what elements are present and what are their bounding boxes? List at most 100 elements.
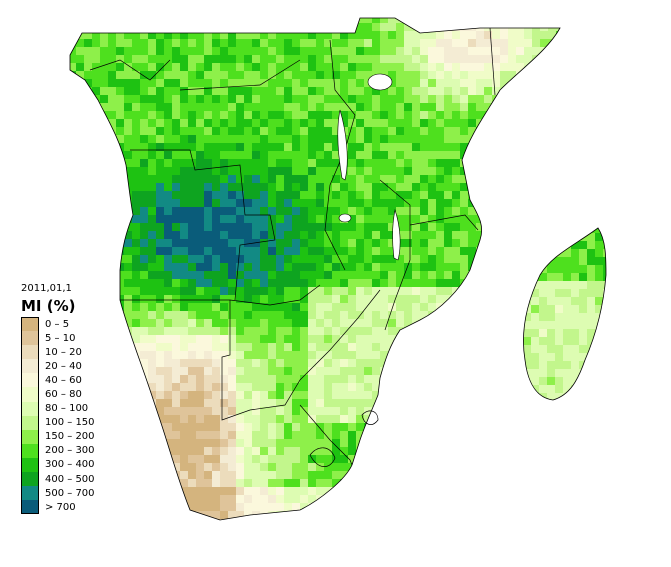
raster-cell [595, 241, 604, 250]
raster-cell [140, 263, 149, 272]
raster-cell [308, 127, 317, 136]
raster-cell [468, 471, 477, 480]
raster-cell [340, 311, 349, 320]
raster-cell [396, 255, 405, 264]
raster-cell [84, 183, 93, 192]
raster-cell [308, 247, 317, 256]
raster-cell [260, 407, 269, 416]
raster-cell [76, 199, 85, 208]
raster-cell [372, 47, 381, 56]
raster-cell [531, 337, 540, 346]
raster-cell [563, 265, 572, 274]
raster-cell [332, 511, 341, 520]
raster-cell [380, 471, 389, 480]
raster-cell [404, 39, 413, 48]
raster-cell [148, 23, 157, 32]
raster-cell [564, 111, 573, 120]
raster-cell [204, 223, 213, 232]
raster-cell [148, 87, 157, 96]
raster-cell [100, 87, 109, 96]
raster-cell [364, 439, 373, 448]
raster-cell [324, 255, 333, 264]
raster-cell [108, 39, 117, 48]
raster-cell [84, 47, 93, 56]
raster-cell [452, 47, 461, 56]
raster-cell [508, 143, 517, 152]
raster-cell [316, 239, 325, 248]
raster-cell [404, 135, 413, 144]
raster-cell [108, 279, 117, 288]
raster-cell [532, 223, 541, 232]
raster-cell [388, 151, 397, 160]
raster-cell [124, 18, 133, 24]
raster-cell [108, 135, 117, 144]
raster-cell [164, 23, 173, 32]
raster-cell [308, 335, 317, 344]
raster-cell [452, 55, 461, 64]
raster-cell [332, 367, 341, 376]
raster-cell [571, 228, 580, 234]
raster-cell [444, 271, 453, 280]
raster-cell [252, 239, 261, 248]
raster-cell [164, 519, 173, 520]
raster-cell [380, 247, 389, 256]
raster-cell [524, 159, 533, 168]
raster-cell [252, 63, 261, 72]
raster-cell [348, 511, 357, 520]
raster-cell [276, 111, 285, 120]
raster-cell [579, 313, 588, 322]
raster-cell [244, 18, 253, 24]
raster-cell [148, 415, 157, 424]
raster-cell [180, 287, 189, 296]
raster-cell [508, 279, 517, 288]
raster-cell [460, 71, 469, 80]
raster-cell [212, 87, 221, 96]
raster-cell [380, 47, 389, 56]
legend-swatch [21, 373, 39, 388]
raster-cell [156, 351, 165, 360]
raster-cell [531, 257, 540, 266]
raster-cell [70, 135, 77, 144]
raster-cell [420, 23, 429, 32]
raster-cell [412, 79, 421, 88]
raster-cell [164, 135, 173, 144]
raster-cell [324, 143, 333, 152]
raster-cell [372, 511, 381, 520]
raster-cell [524, 39, 533, 48]
raster-cell [508, 415, 517, 424]
raster-cell [476, 511, 485, 520]
raster-cell [548, 87, 557, 96]
raster-cell [316, 151, 325, 160]
raster-cell [412, 431, 421, 440]
raster-cell [156, 207, 165, 216]
raster-cell [100, 455, 109, 464]
raster-cell [252, 423, 261, 432]
raster-cell [164, 159, 173, 168]
raster-cell [156, 359, 165, 368]
raster-cell [396, 87, 405, 96]
raster-cell [92, 231, 101, 240]
raster-cell [476, 183, 485, 192]
raster-cell [228, 487, 237, 496]
raster-cell [172, 375, 181, 384]
raster-cell [268, 87, 277, 96]
raster-cell [476, 319, 485, 328]
raster-cell [532, 18, 541, 24]
raster-cell [140, 127, 149, 136]
raster-cell [356, 415, 365, 424]
raster-cell [228, 223, 237, 232]
raster-cell [468, 287, 477, 296]
raster-cell [436, 495, 445, 504]
raster-cell [204, 407, 213, 416]
raster-cell [396, 447, 405, 456]
raster-cell [276, 439, 285, 448]
raster-cell [324, 95, 333, 104]
raster-cell [452, 18, 461, 24]
raster-cell [244, 207, 253, 216]
raster-cell [340, 95, 349, 104]
raster-cell [587, 289, 596, 298]
raster-cell [252, 455, 261, 464]
raster-cell [228, 215, 237, 224]
raster-cell [404, 31, 413, 40]
raster-cell [372, 191, 381, 200]
